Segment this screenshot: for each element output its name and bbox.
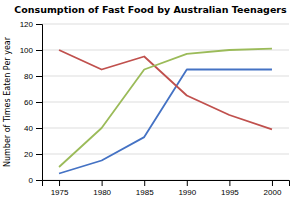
x-tick-label: 1975 [51, 188, 69, 197]
x-tick-label: 1995 [221, 188, 239, 197]
x-tick-mark [229, 180, 230, 186]
grid-line [42, 154, 289, 155]
x-tick-label: 1980 [93, 188, 111, 197]
grid-line [42, 128, 289, 129]
y-tick: 100 [20, 46, 42, 55]
x-tick-mark [272, 180, 273, 186]
y-tick-mark [36, 76, 42, 77]
title: Consumption of Fast Food by Australian T… [14, 4, 287, 15]
y-tick-label: 60 [24, 98, 33, 107]
y-tick: 60 [24, 98, 42, 107]
y-tick: 20 [24, 150, 42, 159]
series-line [59, 49, 272, 167]
y-tick-label: 40 [24, 124, 33, 133]
chart-container: Consumption of Fast Food by Australian T… [0, 0, 301, 200]
x-axis: 1975 1980 1985 1990 1995 2000 [43, 180, 290, 197]
x-tick-mark [144, 180, 145, 186]
y-tick-mark [36, 102, 42, 103]
y-tick-label: 120 [20, 20, 34, 29]
y-tick-mark [36, 154, 42, 155]
x-tick-mark [187, 180, 188, 186]
y-tick-label: 0 [29, 176, 34, 185]
y-axis-line [36, 25, 43, 181]
y-tick-label: 80 [24, 72, 33, 81]
y-tick: 120 [20, 20, 42, 29]
x-axis-line [43, 181, 290, 187]
x-tick: 1980 [93, 180, 111, 197]
grid [42, 24, 289, 180]
x-tick-mark [102, 180, 103, 186]
y-tick-mark [36, 180, 42, 181]
x-tick: 2000 [264, 180, 282, 197]
x-tick-label: 1985 [136, 188, 154, 197]
lines [59, 49, 272, 174]
series-line [59, 70, 272, 174]
y-axis: 0 20 40 60 80 100 120 [20, 20, 43, 185]
x-tick: 1990 [178, 180, 196, 197]
x-tick: 1975 [51, 180, 69, 197]
y-tick: 0 [29, 176, 42, 185]
y-tick-mark [36, 24, 42, 25]
y-tick-label: 100 [20, 46, 34, 55]
x-tick-label: 1990 [178, 188, 196, 197]
y-tick-label: 20 [24, 150, 33, 159]
y-tick-mark [36, 128, 42, 129]
x-tick-mark [59, 180, 60, 186]
x-tick-label: 2000 [264, 188, 282, 197]
y-tick: 80 [24, 72, 42, 81]
y-axis-title: Number of Times Eaten Per year [3, 36, 12, 167]
x-tick: 1995 [221, 180, 239, 197]
y-tick: 40 [24, 124, 42, 133]
grid-line [42, 24, 289, 25]
plot: 1975 1980 1985 1990 1995 2000 0 20 40 60 80 100 120 [20, 20, 290, 197]
x-tick: 1985 [136, 180, 154, 197]
chart-svg: Consumption of Fast Food by Australian T… [0, 0, 301, 200]
y-tick-mark [36, 50, 42, 51]
